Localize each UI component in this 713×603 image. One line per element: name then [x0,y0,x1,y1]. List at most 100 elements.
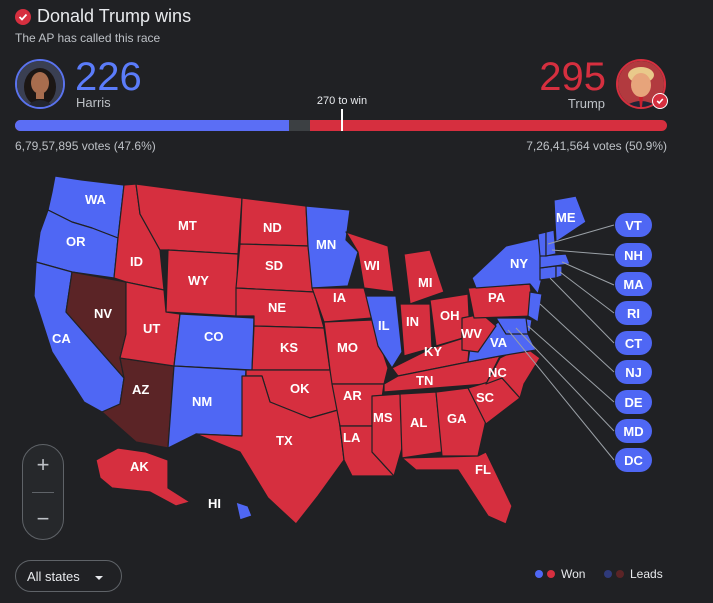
label-fl: FL [475,462,491,477]
undecided-bar-segment [289,120,310,131]
dropdown-arrow-icon [94,569,104,584]
trump-avatar [616,59,668,109]
label-me: ME [556,210,576,225]
label-ut: UT [143,321,160,336]
trump-electoral-count: 295 [539,55,606,99]
state-nj [527,291,543,323]
label-sd: SD [265,258,283,273]
label-co: CO [204,329,224,344]
label-oh: OH [440,308,460,323]
won-rep-swatch [547,570,555,578]
label-ky: KY [424,344,442,359]
pill-nh[interactable]: NH [615,243,652,267]
state-ma [539,253,571,269]
label-nv: NV [94,306,112,321]
label-tn: TN [416,373,433,388]
label-or: OR [66,234,86,249]
label-mo: MO [337,340,358,355]
label-il: IL [378,318,390,333]
lead-rep-swatch [616,570,624,578]
label-tx: TX [276,433,293,448]
harris-name: Harris [76,95,111,110]
label-nm: NM [192,394,212,409]
label-ar: AR [343,388,362,403]
state-mn [305,205,359,289]
zoom-out-button[interactable]: − [36,506,50,531]
state-hi-island [235,501,253,521]
pill-nj[interactable]: NJ [615,360,652,384]
winner-check-icon [652,93,668,109]
label-ok: OK [290,381,310,396]
zoom-control: + − [22,444,64,540]
winner-heading: Donald Trump wins [15,6,191,27]
pill-de[interactable]: DE [615,390,652,414]
state-ms [371,393,403,477]
state-ga [435,387,487,457]
state-ri [555,265,563,279]
label-pa: PA [488,290,506,305]
threshold-label: 270 to win [316,95,368,107]
state-hi [209,491,231,513]
state-il [365,295,403,369]
state-tx [195,375,345,525]
label-sc: SC [476,390,495,405]
label-az: AZ [132,382,149,397]
label-ak: AK [130,459,149,474]
race-called-subtitle: The AP has called this race [15,31,161,45]
pill-ct[interactable]: CT [615,331,652,355]
label-mn: MN [316,237,336,252]
legend-won: Won [535,567,585,581]
check-icon [15,8,31,25]
state-filter-dropdown[interactable]: All states [15,560,122,592]
state-me [553,195,587,243]
label-hi: HI [208,496,221,511]
label-ga: GA [447,411,467,426]
harris-bar-segment [15,120,289,131]
trump-popular-votes: 7,26,41,564 votes (50.9%) [526,139,667,153]
threshold-marker [341,109,343,131]
zoom-divider [32,491,54,493]
label-ne: NE [268,300,286,315]
harris-avatar [15,59,65,109]
label-nc: NC [488,365,507,380]
label-la: LA [343,430,361,445]
label-wa: WA [85,192,107,207]
label-ca: CA [52,331,71,346]
harris-electoral-count: 226 [75,55,142,99]
pill-md[interactable]: MD [615,419,652,443]
label-in: IN [406,314,419,329]
state-md [495,317,529,335]
state-nc [485,345,541,399]
state-ak [95,447,191,507]
label-wv: WV [461,326,482,341]
pill-ma[interactable]: MA [615,272,652,296]
state-wi [345,231,395,293]
lead-dem-swatch [604,570,612,578]
won-dem-swatch [535,570,543,578]
label-wy: WY [188,273,209,288]
label-wi: WI [364,258,380,273]
trump-name: Trump [567,96,605,111]
pill-dc[interactable]: DC [615,448,652,472]
legend-leads-label: Leads [630,567,663,581]
winner-title: Donald Trump wins [37,6,192,26]
state-ny [471,237,547,295]
label-ia: IA [333,290,347,305]
label-va: VA [490,335,508,350]
label-mt: MT [178,218,197,233]
label-ny: NY [510,256,528,271]
label-mi: MI [418,275,432,290]
label-ks: KS [280,340,298,355]
state-vt [537,231,547,257]
label-al: AL [410,415,427,430]
label-nd: ND [263,220,282,235]
legend-won-label: Won [561,567,586,581]
pill-ri[interactable]: RI [615,301,652,325]
pill-vt[interactable]: VT [615,213,652,237]
legend-leads: Leads [604,567,663,581]
filter-label: All states [27,568,80,584]
zoom-in-button[interactable]: + [36,452,50,477]
harris-popular-votes: 6,79,57,895 votes (47.6%) [15,139,156,153]
state-fl [401,451,513,525]
